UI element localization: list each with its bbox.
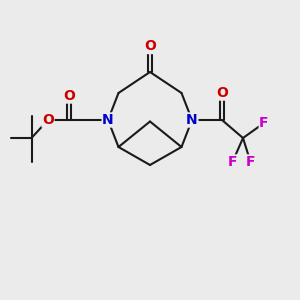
Text: F: F — [228, 155, 237, 169]
Text: O: O — [216, 86, 228, 100]
Text: N: N — [186, 113, 198, 127]
Text: O: O — [63, 89, 75, 103]
Text: F: F — [259, 116, 269, 130]
Text: F: F — [246, 155, 255, 169]
Text: O: O — [42, 113, 54, 127]
Text: O: O — [144, 40, 156, 53]
Text: N: N — [102, 113, 114, 127]
